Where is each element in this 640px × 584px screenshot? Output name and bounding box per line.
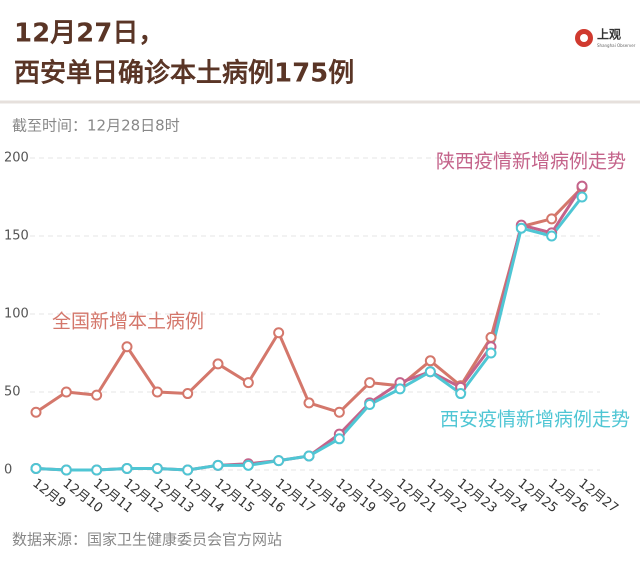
point (576, 180, 588, 192)
point (455, 388, 467, 400)
point (151, 386, 163, 398)
series-line (35, 186, 584, 414)
point (121, 462, 133, 474)
point (121, 341, 133, 353)
point (424, 366, 436, 378)
point (546, 213, 558, 225)
point (151, 462, 163, 474)
point (30, 406, 42, 418)
point (273, 327, 285, 339)
point (485, 347, 497, 359)
point (273, 455, 285, 467)
point (91, 389, 103, 401)
point (364, 398, 376, 410)
x-tick-label: 12月9 (29, 476, 68, 511)
series-label: 全国新增本土病例 (52, 311, 204, 333)
point (576, 191, 588, 203)
logo-icon-inner (580, 34, 588, 42)
point (546, 230, 558, 242)
point (364, 377, 376, 389)
chart-title: 12月27日， (14, 19, 164, 49)
y-tick-label: 50 (4, 385, 21, 400)
logo-name: 上观 (597, 27, 621, 42)
point (242, 459, 254, 471)
point (333, 406, 345, 418)
series-label: 西安疫情新增病例走势 (440, 409, 630, 431)
point (424, 355, 436, 367)
point (303, 397, 315, 409)
point (212, 459, 224, 471)
point (60, 464, 72, 476)
point (242, 377, 254, 389)
point (515, 222, 527, 234)
point (182, 388, 194, 400)
y-tick-label: 200 (4, 151, 29, 166)
point (91, 464, 103, 476)
note: 截至时间：12月28日8时 (12, 117, 180, 135)
point (30, 462, 42, 474)
point (182, 464, 194, 476)
series-label: 陕西疫情新增病例走势 (436, 151, 626, 173)
point (60, 386, 72, 398)
y-tick-label: 150 (4, 229, 29, 244)
chart-subtitle: 西安单日确诊本土病例175例 (14, 58, 354, 89)
point (333, 433, 345, 445)
point (212, 358, 224, 370)
y-tick-label: 100 (4, 307, 29, 322)
point (485, 331, 497, 343)
point (394, 383, 406, 395)
point (303, 450, 315, 462)
y-tick-label: 0 (4, 463, 12, 478)
logo-sub: Shanghai Observer (597, 43, 636, 48)
source: 数据来源：国家卫生健康委员会官方网站 (12, 531, 282, 549)
